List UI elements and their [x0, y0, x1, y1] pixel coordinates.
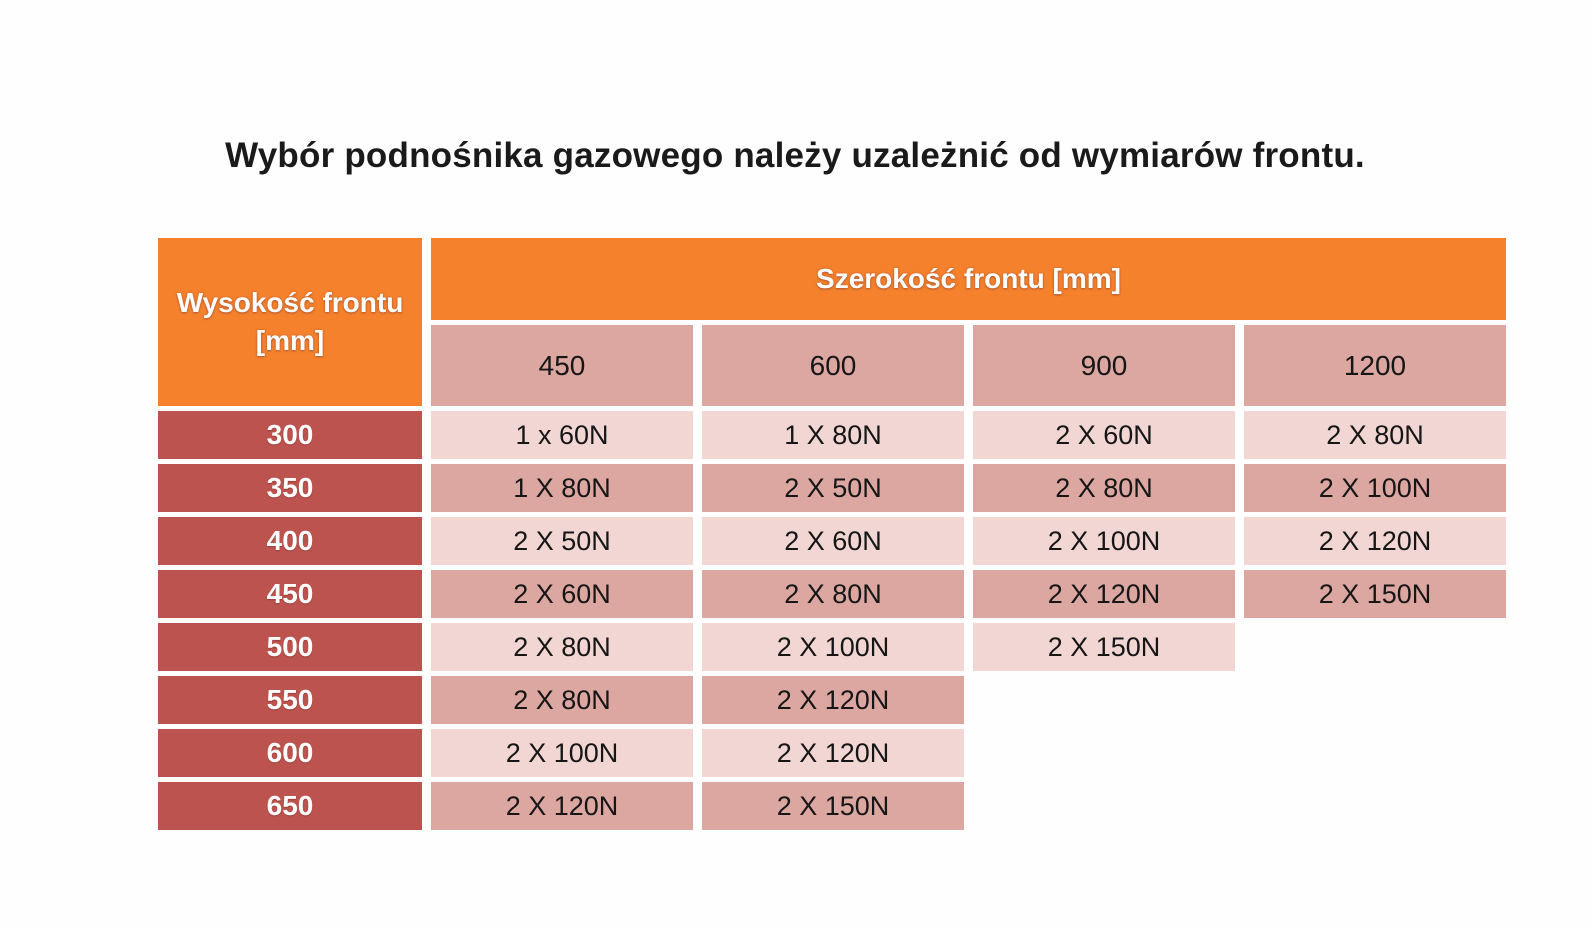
table-cell: 2 X 80N	[431, 623, 693, 671]
table-cell: 2 X 60N	[702, 517, 964, 565]
table-cell-empty	[973, 782, 1235, 830]
table-cell-empty	[1244, 782, 1506, 830]
table-cell-empty	[973, 729, 1235, 777]
table-cell: 2 X 80N	[973, 464, 1235, 512]
table-cell: 2 X 60N	[973, 411, 1235, 459]
table-cell: 2 X 120N	[702, 676, 964, 724]
table-cell: 2 X 100N	[1244, 464, 1506, 512]
table-row: 450 2 X 60N 2 X 80N 2 X 120N 2 X 150N	[158, 570, 1506, 618]
table-cell: 2 X 100N	[702, 623, 964, 671]
table-cell-empty	[1244, 729, 1506, 777]
col-header-900: 900	[973, 325, 1235, 406]
table-cell: 2 X 80N	[702, 570, 964, 618]
row-header-500: 500	[158, 623, 422, 671]
col-header-450: 450	[431, 325, 693, 406]
table-row: 650 2 X 120N 2 X 150N	[158, 782, 1506, 830]
col-header-600: 600	[702, 325, 964, 406]
table-cell: 2 X 60N	[431, 570, 693, 618]
row-header-650: 650	[158, 782, 422, 830]
table-row: 350 1 X 80N 2 X 50N 2 X 80N 2 X 100N	[158, 464, 1506, 512]
table-cell-empty	[973, 676, 1235, 724]
table-cell: 2 X 100N	[973, 517, 1235, 565]
table-cell: 2 X 120N	[1244, 517, 1506, 565]
top-header: Szerokość frontu [mm]	[431, 238, 1506, 320]
corner-header-line-2: [mm]	[255, 325, 325, 356]
page-title: Wybór podnośnika gazowego należy uzależn…	[225, 136, 1365, 175]
row-header-350: 350	[158, 464, 422, 512]
table-row: 600 2 X 100N 2 X 120N	[158, 729, 1506, 777]
table-cell: 1 X 80N	[431, 464, 693, 512]
table-cell: 2 X 50N	[702, 464, 964, 512]
header-row-columns: 450 600 900 1200	[158, 325, 1506, 406]
table-cell: 2 X 120N	[973, 570, 1235, 618]
table-cell: 2 X 150N	[1244, 570, 1506, 618]
header-row-top: Wysokość frontu [mm] Szerokość frontu [m…	[158, 238, 1506, 406]
table-row: 300 1 x 60N 1 X 80N 2 X 60N 2 X 80N	[158, 411, 1506, 459]
table-cell: 2 X 150N	[973, 623, 1235, 671]
table-cell: 2 X 80N	[1244, 411, 1506, 459]
table-row: 550 2 X 80N 2 X 120N	[158, 676, 1506, 724]
row-header-450: 450	[158, 570, 422, 618]
row-header-550: 550	[158, 676, 422, 724]
gas-lift-selection-table: Wysokość frontu [mm] Szerokość frontu [m…	[149, 233, 1515, 835]
row-header-600: 600	[158, 729, 422, 777]
table-cell: 2 X 80N	[431, 676, 693, 724]
corner-header-line-1: Wysokość frontu	[176, 287, 404, 319]
table-cell-empty	[1244, 623, 1506, 671]
table-cell-empty	[1244, 676, 1506, 724]
corner-header: Wysokość frontu [mm]	[158, 238, 422, 406]
table-row: 400 2 X 50N 2 X 60N 2 X 100N 2 X 120N	[158, 517, 1506, 565]
table-cell: 2 X 120N	[431, 782, 693, 830]
table-row: 500 2 X 80N 2 X 100N 2 X 150N	[158, 623, 1506, 671]
col-header-1200: 1200	[1244, 325, 1506, 406]
row-header-400: 400	[158, 517, 422, 565]
table-cell: 2 X 100N	[431, 729, 693, 777]
table-cell: 2 X 150N	[702, 782, 964, 830]
row-header-300: 300	[158, 411, 422, 459]
table-cell: 1 x 60N	[431, 411, 693, 459]
table-cell: 2 X 50N	[431, 517, 693, 565]
table-cell: 2 X 120N	[702, 729, 964, 777]
table-cell: 1 X 80N	[702, 411, 964, 459]
